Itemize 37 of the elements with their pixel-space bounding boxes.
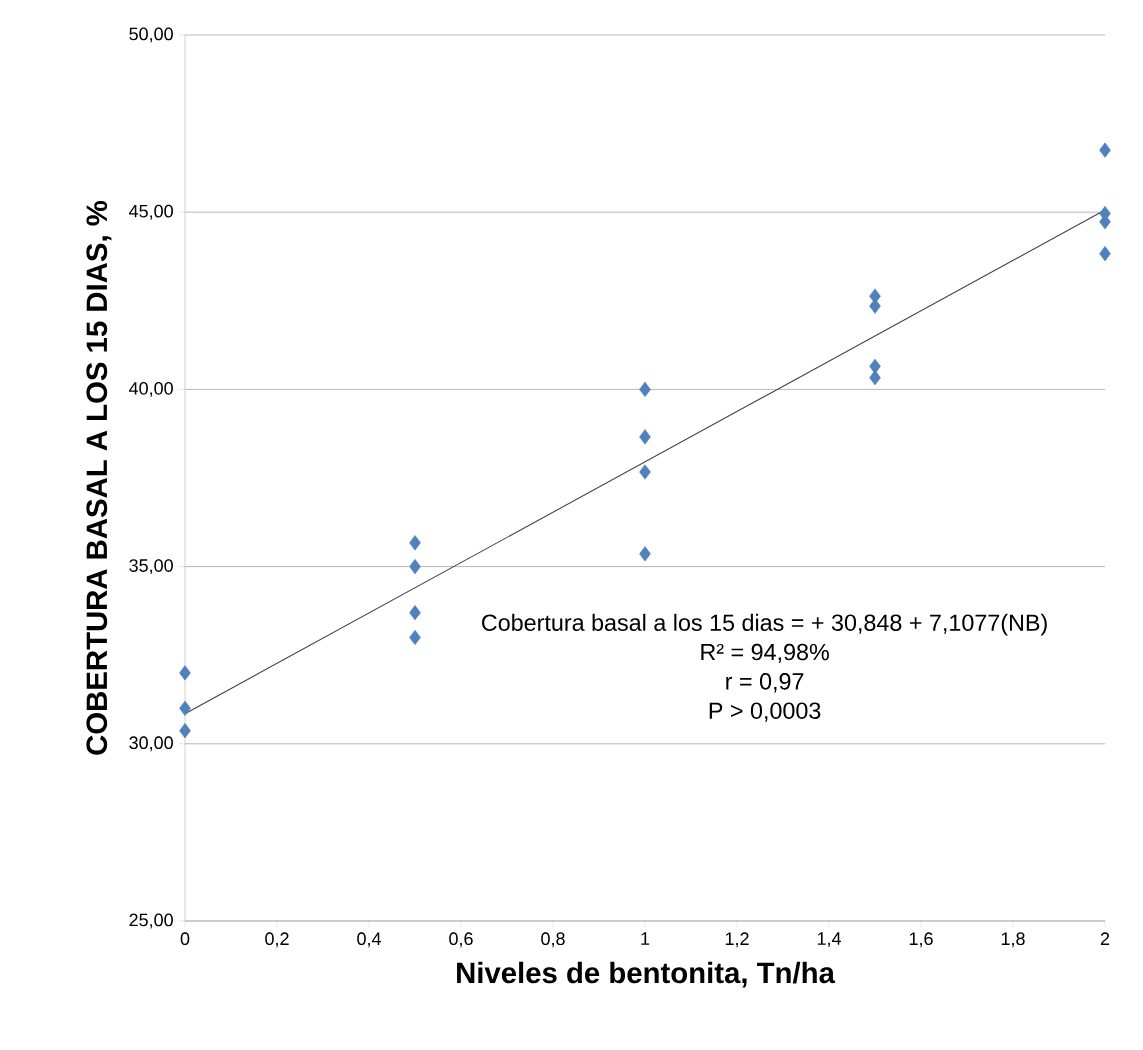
x-axis-title: Niveles de bentonita, Tn/ha bbox=[457, 961, 836, 988]
y-tick-label: 35,00 bbox=[129, 559, 173, 575]
y-tick-label: 45,00 bbox=[129, 204, 173, 220]
point bbox=[179, 665, 191, 681]
x-tick-label: 1,8 bbox=[1001, 932, 1025, 948]
x-tick-label: 1,6 bbox=[909, 932, 933, 948]
y-tick-label: 25,00 bbox=[129, 913, 173, 929]
x-tick-label: 0,6 bbox=[449, 932, 473, 948]
x-tick-label: 2 bbox=[1100, 932, 1110, 945]
point bbox=[869, 370, 881, 386]
x-tick-label: 0 bbox=[180, 932, 190, 946]
y-tick-label: 40,00 bbox=[129, 381, 173, 397]
y-tick-label: 30,00 bbox=[129, 736, 173, 752]
point bbox=[639, 381, 651, 397]
annotation: R² = 94,98% bbox=[701, 643, 829, 664]
annotation: P > 0,0003 bbox=[709, 702, 821, 722]
point bbox=[409, 629, 421, 646]
point bbox=[639, 464, 651, 480]
point bbox=[1099, 142, 1111, 158]
point bbox=[179, 723, 191, 739]
x-tick-label: 1,2 bbox=[725, 932, 749, 948]
point bbox=[409, 558, 421, 575]
point bbox=[179, 700, 191, 716]
annotation: r = 0,97 bbox=[726, 673, 804, 693]
x-tick-label: 0,2 bbox=[265, 932, 289, 948]
x-tick-label: 0,8 bbox=[541, 932, 565, 948]
annotation: Cobertura basal a los 15 dias = + 30,848 + 7,1077(NB) bbox=[482, 613, 1047, 636]
y-tick-label: 50,00 bbox=[129, 27, 173, 43]
x-tick-label: 1,4 bbox=[817, 932, 841, 948]
x-tick-label: 0,4 bbox=[357, 932, 381, 948]
x-tick-label: 1 bbox=[641, 932, 650, 945]
point bbox=[639, 429, 651, 445]
point bbox=[639, 546, 651, 562]
y-axis-title: COBERTURA BASAL A LOS 15 DIAS, % bbox=[86, 200, 112, 755]
point bbox=[409, 605, 421, 621]
point bbox=[1099, 246, 1111, 262]
point bbox=[409, 535, 421, 551]
